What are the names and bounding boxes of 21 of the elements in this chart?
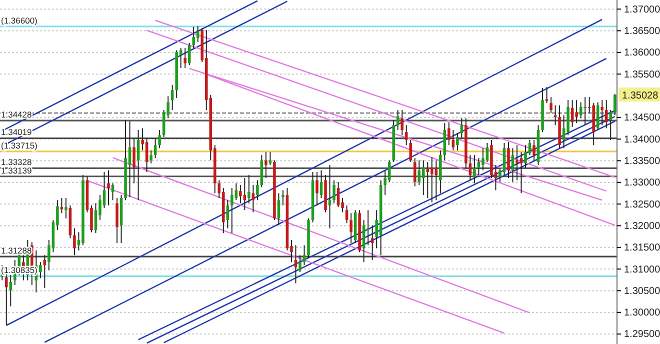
y-tick-label: 1.30500	[624, 286, 660, 297]
y-tick-label: 1.32500	[624, 199, 660, 210]
y-tick-label: 1.37000	[624, 4, 660, 16]
y-tick-label: 1.33000	[624, 178, 660, 189]
y-tick-label: 1.32000	[624, 220, 660, 232]
annotation: 1.35028	[622, 90, 659, 102]
ref-line-label: 1.33328	[1, 157, 32, 168]
y-tick-label: 1.34000	[624, 134, 660, 146]
y-tick-label: 1.36000	[624, 48, 660, 59]
ref-line-label: (1.36600)	[1, 15, 38, 26]
y-tick-label: 1.31500	[624, 242, 660, 254]
ref-line-label: (1.30835)	[1, 265, 38, 276]
y-tick-label: 1.36500	[624, 26, 660, 37]
y-tick-label: 1.31000	[624, 264, 660, 276]
y-tick-label: 1.33500	[624, 156, 660, 167]
y-tick-label: 1.30000	[624, 308, 660, 319]
y-tick-label: 1.34500	[624, 112, 660, 124]
ref-line-label: 1.34428	[1, 110, 32, 120]
y-tick-label: 1.29500	[624, 329, 660, 340]
ref-line-label: (1.33715)	[1, 140, 38, 150]
y-tick-label: 1.35500	[624, 69, 660, 80]
